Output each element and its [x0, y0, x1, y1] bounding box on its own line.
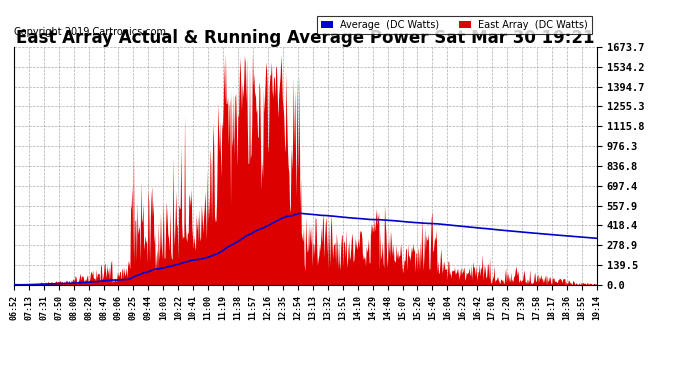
Legend: Average  (DC Watts), East Array  (DC Watts): Average (DC Watts), East Array (DC Watts…	[317, 16, 592, 34]
Text: Copyright 2019 Cartronics.com: Copyright 2019 Cartronics.com	[14, 27, 166, 38]
Title: East Array Actual & Running Average Power Sat Mar 30 19:21: East Array Actual & Running Average Powe…	[16, 29, 595, 47]
